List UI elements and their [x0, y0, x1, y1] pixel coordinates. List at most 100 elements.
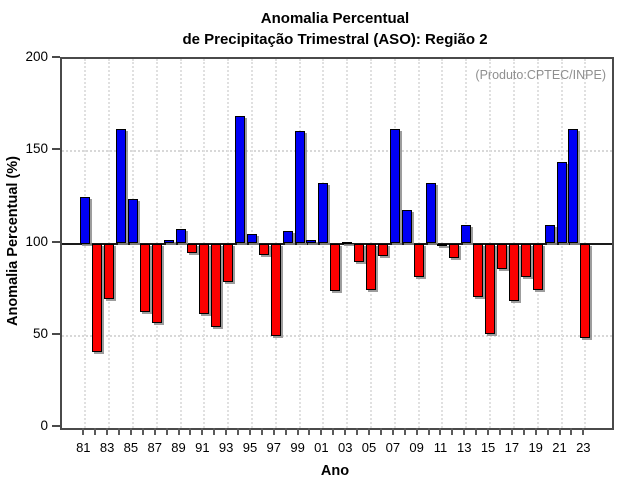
y-tick-label-200: 200 — [25, 49, 48, 64]
x-tick-label-85: 85 — [123, 440, 139, 455]
y-tick-50 — [52, 332, 60, 335]
x-tick-07 — [391, 428, 394, 435]
bar-05 — [366, 243, 377, 290]
y-tick-label-0: 0 — [40, 418, 48, 433]
x-tick-17 — [510, 428, 513, 435]
x-tick-05 — [368, 428, 371, 435]
x-tick-89 — [177, 428, 180, 435]
bar-13 — [461, 225, 472, 244]
x-tick-15 — [487, 428, 490, 435]
gridline-h-50 — [62, 334, 612, 337]
x-tick-label-93: 93 — [218, 440, 234, 455]
bar-22 — [568, 129, 579, 244]
bar-97 — [270, 243, 281, 336]
x-tick-21 — [558, 428, 561, 435]
bar-00 — [306, 239, 317, 244]
x-tick-94 — [237, 428, 240, 435]
chart-title-line1: Anomalia Percentual — [260, 10, 410, 27]
bar-85 — [127, 199, 138, 244]
x-tick-88 — [165, 428, 168, 435]
x-tick-03 — [344, 428, 347, 435]
x-tick-20 — [546, 428, 549, 435]
bar-87 — [151, 243, 162, 323]
bar-11 — [437, 243, 448, 246]
bar-95 — [246, 234, 257, 244]
x-tick-86 — [141, 428, 144, 435]
x-tick-83 — [106, 428, 109, 435]
bar-02 — [330, 243, 341, 292]
bar-88 — [163, 239, 174, 244]
x-tick-16 — [498, 428, 501, 435]
y-tick-200 — [52, 56, 60, 58]
x-tick-09 — [415, 428, 418, 435]
x-tick-93 — [225, 428, 228, 435]
gridline-h-150 — [62, 150, 612, 153]
bar-84 — [116, 129, 126, 244]
bar-06 — [377, 243, 388, 257]
x-tick-85 — [129, 428, 132, 435]
bar-94 — [235, 116, 246, 244]
y-tick-label-100: 100 — [25, 233, 48, 249]
bar-21 — [556, 162, 567, 244]
bar-19 — [532, 243, 543, 290]
bar-93 — [223, 243, 234, 283]
x-tick-label-09: 09 — [409, 440, 424, 455]
bar-09 — [413, 243, 424, 277]
bar-92 — [211, 243, 222, 327]
x-tick-label-17: 17 — [504, 440, 520, 455]
bar-99 — [294, 130, 305, 244]
bar-86 — [139, 243, 150, 312]
x-tick-90 — [189, 428, 192, 435]
x-tick-10 — [427, 428, 430, 435]
bar-12 — [449, 243, 460, 259]
x-tick-label-23: 23 — [576, 440, 591, 455]
x-tick-84 — [118, 428, 120, 435]
y-tick-100 — [52, 240, 60, 243]
x-tick-label-05: 05 — [361, 440, 377, 455]
bar-98 — [282, 230, 293, 244]
x-tick-label-19: 19 — [528, 440, 543, 455]
bar-04 — [354, 243, 365, 262]
x-tick-label-81: 81 — [76, 440, 91, 455]
bar-07 — [389, 129, 400, 244]
y-tick-label-50: 50 — [32, 325, 48, 341]
bar-18 — [520, 243, 531, 277]
x-tick-87 — [153, 428, 156, 435]
x-tick-02 — [332, 428, 335, 435]
x-tick-label-87: 87 — [147, 440, 162, 455]
chart-title-line2: de Precipitação Trimestral (ASO): Região… — [182, 31, 488, 48]
x-tick-label-13: 13 — [457, 440, 472, 455]
x-tick-19 — [534, 428, 537, 435]
x-axis-title: Ano — [320, 463, 350, 479]
x-tick-11 — [439, 428, 442, 435]
x-tick-01 — [320, 428, 323, 435]
bar-17 — [508, 243, 519, 301]
x-tick-04 — [356, 428, 359, 435]
x-tick-99 — [296, 428, 299, 435]
x-tick-96 — [260, 428, 263, 435]
x-tick-label-11: 11 — [433, 440, 448, 455]
x-tick-81 — [82, 428, 85, 435]
x-tick-label-97: 97 — [266, 440, 281, 455]
x-tick-97 — [272, 428, 275, 435]
x-tick-label-21: 21 — [552, 440, 567, 455]
x-tick-91 — [201, 428, 204, 435]
x-tick-00 — [308, 428, 311, 435]
bar-10 — [425, 182, 436, 244]
x-tick-23 — [582, 428, 585, 435]
bar-20 — [544, 225, 555, 244]
x-tick-08 — [403, 428, 406, 435]
bar-16 — [496, 243, 507, 270]
x-tick-label-95: 95 — [242, 440, 258, 455]
x-tick-13 — [463, 428, 466, 435]
x-tick-06 — [379, 428, 382, 435]
bar-15 — [485, 243, 496, 334]
y-tick-label-150: 150 — [25, 141, 48, 157]
x-tick-82 — [94, 428, 97, 435]
x-tick-label-91: 91 — [195, 440, 210, 455]
x-tick-18 — [522, 428, 525, 435]
x-tick-label-99: 99 — [290, 440, 305, 455]
x-tick-95 — [248, 428, 251, 435]
x-tick-label-03: 03 — [337, 440, 353, 455]
